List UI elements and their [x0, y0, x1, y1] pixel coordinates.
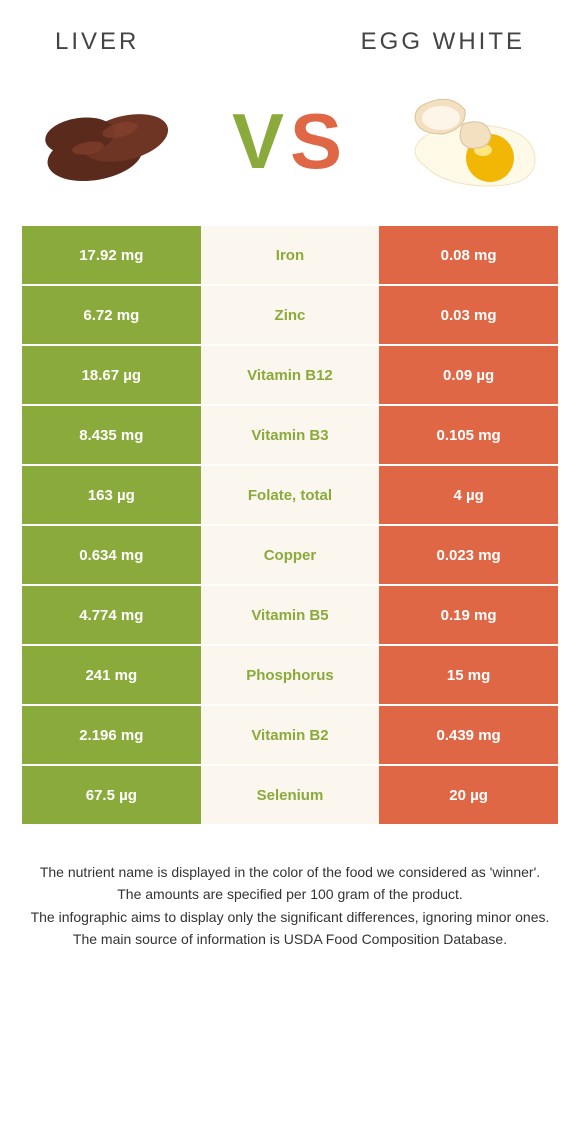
table-row: 6.72 mgZinc0.03 mg — [22, 286, 558, 346]
left-value: 2.196 mg — [22, 706, 201, 764]
right-value: 0.023 mg — [379, 526, 558, 584]
table-row: 67.5 µgSelenium20 µg — [22, 766, 558, 826]
left-value: 0.634 mg — [22, 526, 201, 584]
right-food-title: Egg white — [361, 28, 525, 56]
vs-v: V — [232, 97, 290, 185]
right-value: 0.19 mg — [379, 586, 558, 644]
table-row: 17.92 mgIron0.08 mg — [22, 226, 558, 286]
table-row: 163 µgFolate, total4 µg — [22, 466, 558, 526]
right-value: 0.08 mg — [379, 226, 558, 284]
left-value: 4.774 mg — [22, 586, 201, 644]
nutrient-name: Zinc — [201, 286, 380, 344]
right-value: 0.03 mg — [379, 286, 558, 344]
nutrient-name: Vitamin B3 — [201, 406, 380, 464]
right-value: 0.105 mg — [379, 406, 558, 464]
table-row: 8.435 mgVitamin B30.105 mg — [22, 406, 558, 466]
nutrient-table: 17.92 mgIron0.08 mg6.72 mgZinc0.03 mg18.… — [22, 226, 558, 826]
nutrient-name: Phosphorus — [201, 646, 380, 704]
table-row: 241 mgPhosphorus15 mg — [22, 646, 558, 706]
images-row: VS — [0, 76, 580, 226]
table-row: 0.634 mgCopper0.023 mg — [22, 526, 558, 586]
footer-line-4: The main source of information is USDA F… — [28, 929, 552, 949]
footer-notes: The nutrient name is displayed in the co… — [0, 826, 580, 949]
vs-label: VS — [232, 96, 348, 187]
right-value: 4 µg — [379, 466, 558, 524]
left-value: 17.92 mg — [22, 226, 201, 284]
footer-line-2: The amounts are specified per 100 gram o… — [28, 884, 552, 904]
vs-s: S — [290, 97, 348, 185]
nutrient-name: Vitamin B12 — [201, 346, 380, 404]
footer-line-3: The infographic aims to display only the… — [28, 907, 552, 927]
header: Liver Egg white — [0, 0, 580, 76]
right-value: 0.439 mg — [379, 706, 558, 764]
nutrient-name: Vitamin B5 — [201, 586, 380, 644]
nutrient-name: Iron — [201, 226, 380, 284]
left-value: 163 µg — [22, 466, 201, 524]
nutrient-name: Selenium — [201, 766, 380, 824]
left-value: 18.67 µg — [22, 346, 201, 404]
right-value: 15 mg — [379, 646, 558, 704]
nutrient-name: Folate, total — [201, 466, 380, 524]
liver-image — [30, 86, 185, 196]
nutrient-name: Vitamin B2 — [201, 706, 380, 764]
left-food-title: Liver — [55, 28, 139, 56]
table-row: 4.774 mgVitamin B50.19 mg — [22, 586, 558, 646]
left-value: 6.72 mg — [22, 286, 201, 344]
left-value: 67.5 µg — [22, 766, 201, 824]
right-value: 0.09 µg — [379, 346, 558, 404]
footer-line-1: The nutrient name is displayed in the co… — [28, 862, 552, 882]
table-row: 18.67 µgVitamin B120.09 µg — [22, 346, 558, 406]
table-row: 2.196 mgVitamin B20.439 mg — [22, 706, 558, 766]
left-value: 241 mg — [22, 646, 201, 704]
right-value: 20 µg — [379, 766, 558, 824]
egg-white-image — [395, 86, 550, 196]
nutrient-name: Copper — [201, 526, 380, 584]
left-value: 8.435 mg — [22, 406, 201, 464]
